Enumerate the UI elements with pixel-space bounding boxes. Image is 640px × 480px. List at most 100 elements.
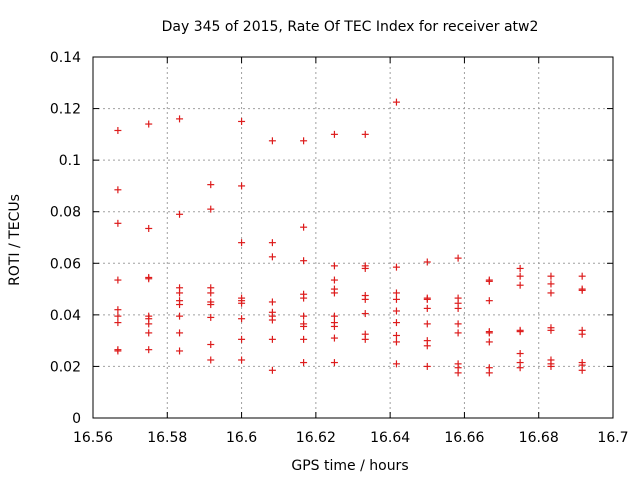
x-tick-label: 16.6	[226, 430, 257, 446]
data-point	[207, 289, 215, 297]
data-point	[145, 320, 153, 328]
data-point	[578, 286, 586, 294]
data-point	[300, 335, 308, 343]
data-point	[392, 295, 400, 303]
data-point	[330, 322, 338, 330]
data-point	[145, 275, 153, 283]
y-tick-label: 0.1	[59, 153, 81, 169]
chart-title: Day 345 of 2015, Rate Of TEC Index for r…	[162, 19, 539, 35]
data-point	[238, 239, 246, 247]
y-tick-label: 0.14	[50, 50, 81, 66]
data-point	[176, 210, 184, 218]
data-point	[300, 312, 308, 320]
data-point	[330, 276, 338, 284]
data-point	[516, 328, 524, 336]
data-point	[300, 257, 308, 265]
data-point	[578, 366, 586, 374]
data-point	[454, 369, 462, 377]
data-point	[268, 335, 276, 343]
data-point	[454, 304, 462, 312]
data-point	[547, 362, 555, 370]
data-point	[547, 326, 555, 334]
data-point	[176, 301, 184, 309]
data-point	[485, 297, 493, 305]
data-point	[268, 366, 276, 374]
data-point	[423, 304, 431, 312]
x-tick-label: 16.64	[370, 430, 410, 446]
data-point	[392, 360, 400, 368]
data-point	[330, 312, 338, 320]
data-point	[392, 331, 400, 339]
y-tick-label: 0.06	[50, 256, 81, 272]
data-point	[176, 289, 184, 297]
data-point	[454, 320, 462, 328]
data-point	[268, 137, 276, 145]
data-point	[300, 322, 308, 330]
x-tick-label: 16.7	[597, 430, 628, 446]
data-point	[578, 272, 586, 280]
data-point	[238, 117, 246, 125]
data-point	[145, 329, 153, 337]
data-point	[176, 347, 184, 355]
data-point	[454, 329, 462, 337]
data-point	[454, 254, 462, 262]
data-point	[114, 306, 122, 314]
data-point	[547, 280, 555, 288]
y-tick-label: 0.08	[50, 205, 81, 221]
data-point	[114, 319, 122, 327]
data-point	[516, 350, 524, 358]
data-point	[361, 295, 369, 303]
data-point	[361, 130, 369, 138]
data-point	[330, 262, 338, 270]
data-point	[516, 364, 524, 372]
data-point	[485, 338, 493, 346]
data-point	[114, 347, 122, 355]
x-tick-label: 16.62	[296, 430, 336, 446]
axis-ticks	[92, 56, 614, 419]
data-point	[361, 264, 369, 272]
data-point	[268, 239, 276, 247]
data-point	[423, 258, 431, 266]
x-tick-label: 16.66	[444, 430, 484, 446]
x-tick-label: 16.56	[73, 430, 113, 446]
data-point	[392, 263, 400, 271]
data-point	[238, 182, 246, 190]
data-point	[114, 126, 122, 134]
data-point	[114, 219, 122, 227]
data-point	[238, 299, 246, 307]
data-point	[176, 329, 184, 337]
x-axis-label: GPS time / hours	[291, 458, 408, 474]
data-point	[268, 253, 276, 261]
data-point	[392, 319, 400, 327]
data-point	[207, 313, 215, 321]
data-point	[207, 181, 215, 189]
data-point	[268, 298, 276, 306]
data-point	[114, 276, 122, 284]
data-point	[485, 369, 493, 377]
y-tick-label: 0.12	[50, 102, 81, 118]
data-points	[114, 98, 586, 377]
data-point	[516, 281, 524, 289]
data-point	[330, 289, 338, 297]
data-point	[145, 120, 153, 128]
data-point	[547, 272, 555, 280]
data-point	[485, 329, 493, 337]
data-point	[207, 356, 215, 364]
data-point	[300, 359, 308, 367]
data-point	[361, 310, 369, 318]
data-point	[114, 186, 122, 194]
data-point	[516, 272, 524, 280]
data-point	[300, 223, 308, 231]
y-axis-label: ROTI / TECUs	[7, 194, 23, 286]
data-point	[485, 277, 493, 285]
x-tick-label: 16.68	[519, 430, 559, 446]
data-point	[176, 115, 184, 123]
data-point	[145, 224, 153, 232]
data-point	[392, 338, 400, 346]
data-point	[238, 356, 246, 364]
data-point	[238, 315, 246, 323]
data-point	[238, 335, 246, 343]
data-point	[423, 295, 431, 303]
data-point	[392, 307, 400, 315]
